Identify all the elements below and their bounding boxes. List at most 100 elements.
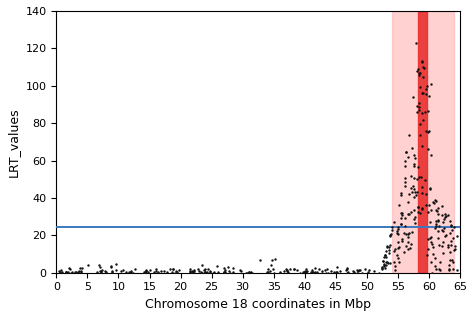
Point <box>439 229 447 234</box>
Point <box>392 263 399 268</box>
Point <box>428 152 435 157</box>
Point <box>439 240 447 245</box>
Point <box>384 260 392 266</box>
Point <box>199 270 206 275</box>
Point <box>313 270 320 275</box>
Point <box>128 270 135 275</box>
Point <box>95 263 103 268</box>
Point <box>424 147 432 152</box>
Point <box>398 222 405 227</box>
Point <box>422 191 430 197</box>
Point <box>333 269 341 274</box>
Point <box>84 262 91 267</box>
Point <box>418 110 426 115</box>
Point <box>413 103 420 108</box>
Point <box>349 269 356 274</box>
Point <box>72 269 80 274</box>
Point <box>418 191 426 196</box>
Point <box>102 270 109 275</box>
Point <box>446 268 453 273</box>
Point <box>175 268 183 273</box>
Point <box>284 269 292 274</box>
Point <box>449 266 457 272</box>
Point <box>383 245 391 250</box>
Point <box>112 267 120 272</box>
Point <box>221 266 228 271</box>
Point <box>302 267 310 272</box>
Point <box>432 208 440 213</box>
Point <box>429 252 437 257</box>
Point <box>413 68 421 73</box>
Point <box>434 228 442 233</box>
Point <box>93 270 100 275</box>
Point <box>354 270 361 275</box>
Point <box>427 235 434 240</box>
Point <box>394 239 401 245</box>
Point <box>405 191 413 197</box>
Point <box>333 265 340 270</box>
Point <box>276 269 283 274</box>
Point <box>379 258 387 263</box>
Point <box>375 270 383 275</box>
Point <box>424 237 431 242</box>
Point <box>206 269 214 274</box>
Point <box>108 269 116 274</box>
Point <box>409 145 416 150</box>
Point <box>407 173 415 178</box>
Point <box>286 267 293 272</box>
Point <box>189 269 196 274</box>
Point <box>188 269 196 274</box>
Point <box>122 270 130 275</box>
Point <box>344 270 352 275</box>
Point <box>411 190 419 195</box>
Point <box>419 91 426 96</box>
Point <box>410 163 418 168</box>
Point <box>415 100 423 106</box>
Point <box>96 265 104 270</box>
Point <box>447 231 454 236</box>
Point <box>344 267 351 272</box>
Point <box>393 231 401 236</box>
Point <box>428 242 436 247</box>
Point <box>405 211 412 216</box>
Point <box>395 232 402 237</box>
Point <box>201 269 209 274</box>
Point <box>191 269 198 274</box>
Point <box>401 163 409 169</box>
Point <box>435 266 442 272</box>
Point <box>280 269 288 274</box>
Point <box>246 269 253 274</box>
Point <box>385 245 393 250</box>
Point <box>205 266 212 271</box>
Point <box>405 199 412 204</box>
Point <box>439 251 447 256</box>
Point <box>393 252 401 257</box>
Point <box>391 249 398 254</box>
Point <box>383 249 390 254</box>
Point <box>220 270 228 275</box>
Point <box>416 121 424 127</box>
Point <box>268 257 276 262</box>
Point <box>112 262 119 267</box>
Point <box>75 269 83 274</box>
Point <box>423 83 431 88</box>
Point <box>385 248 393 253</box>
Point <box>435 224 443 229</box>
Point <box>415 70 423 75</box>
Point <box>227 270 234 275</box>
Point <box>415 107 422 113</box>
Point <box>432 221 440 226</box>
Point <box>157 269 165 274</box>
Point <box>416 104 423 109</box>
Point <box>378 265 385 270</box>
Point <box>264 270 272 275</box>
Point <box>308 267 315 273</box>
Point <box>435 218 442 223</box>
Point <box>405 133 412 138</box>
Point <box>71 270 79 275</box>
Point <box>142 268 150 273</box>
Point <box>229 265 237 270</box>
Point <box>411 156 419 161</box>
Point <box>410 208 418 213</box>
Point <box>290 266 298 272</box>
